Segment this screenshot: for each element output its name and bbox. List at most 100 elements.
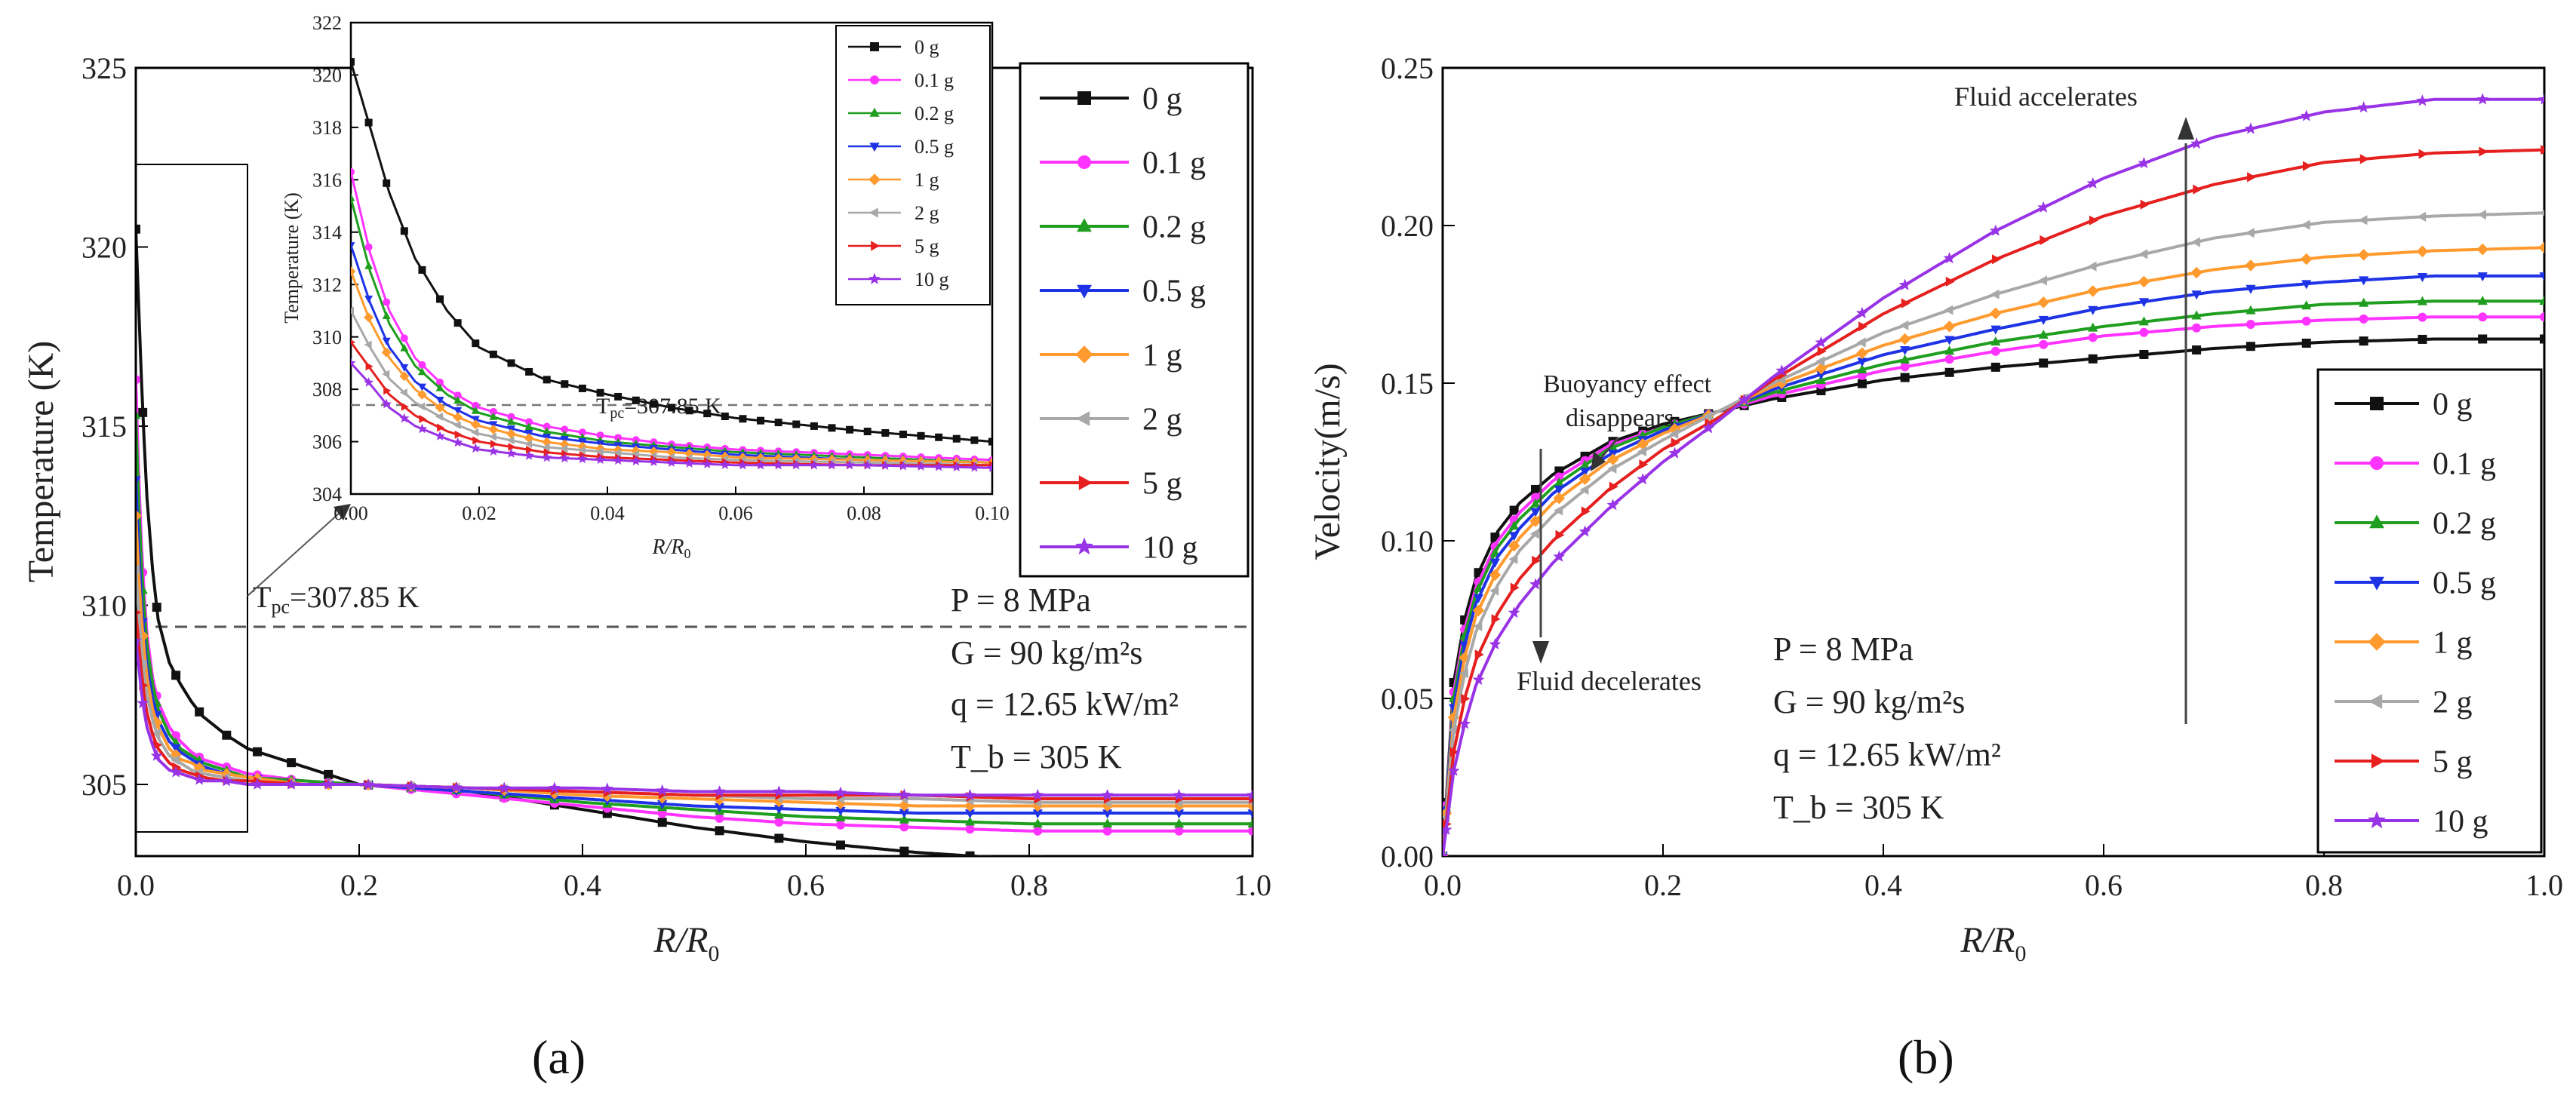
panel-a-inset-data-point — [648, 456, 659, 466]
panel-a-data-point — [171, 744, 181, 754]
panel-b-data-point — [1639, 459, 1649, 470]
panel-b-data-point — [1990, 336, 2001, 346]
panel-a-inset-data-point — [472, 401, 480, 410]
panel-a-data-point — [1103, 858, 1112, 867]
panel-a-temperature-chart: 305 310 315 320 325 0.0 0.2 0.4 0.6 0.8 1.0 Tpc=3… — [21, 12, 1271, 966]
panel-b-data-point — [1944, 336, 1955, 345]
panel-b-data-point — [1990, 346, 2000, 356]
panel-b-legend-label: 0.1 g — [2433, 447, 2496, 482]
panel-b-data-point — [1447, 764, 1460, 776]
panel-b-ytick-label: 0.25 — [1381, 51, 1434, 85]
panel-a-inset-data-point — [471, 406, 480, 414]
panel-b-data-point — [1898, 333, 1911, 345]
panel-b-legend-marker — [2370, 456, 2384, 470]
panel-a-inset-data-point — [899, 430, 907, 438]
panel-a-data-point — [601, 782, 613, 794]
panel-b-data-point — [2357, 249, 2370, 261]
panel-a-inset-data-point — [613, 455, 623, 465]
panel-a-inset-xtick-label: 0.06 — [718, 502, 753, 524]
panel-a-data-point — [1247, 818, 1253, 828]
panel-a-zoom-arrowhead — [334, 504, 351, 520]
panel-a-inset-data-point — [351, 306, 354, 315]
panel-b-data-point — [1944, 354, 1954, 364]
panel-b-data-point — [2246, 342, 2255, 351]
panel-b-legend-marker — [2368, 633, 2386, 651]
panel-b-data-point — [1817, 346, 1827, 357]
panel-a-inset-data-point — [703, 410, 712, 418]
panel-a-data-point — [138, 407, 148, 417]
panel-a-inset-data-point — [828, 424, 836, 432]
panel-a-inset-x-label: R/R0 — [652, 536, 691, 561]
panel-a-inset-series-group — [351, 58, 992, 472]
panel-b-data-point — [1473, 621, 1483, 631]
panel-a-series-line — [136, 640, 1253, 797]
panel-b-data-point — [1580, 459, 1591, 469]
panel-a-data-point — [170, 755, 180, 766]
panel-a-inset-data-point — [561, 450, 570, 459]
panel-b-data-point — [2417, 296, 2427, 305]
panel-a-inset-data-point — [613, 449, 622, 458]
panel-b-data-point — [1554, 477, 1564, 486]
panel-b-data-point — [2038, 275, 2047, 286]
panel-b-legend-label: 0 g — [2433, 388, 2473, 422]
panel-a-inset-data-point — [436, 378, 444, 386]
panel-a-inset-xtick-label: 0.00 — [334, 502, 368, 524]
panel-b-data-point — [2301, 219, 2310, 230]
panel-a-legend-marker — [1076, 411, 1090, 426]
panel-a-ytick-label: 305 — [81, 768, 127, 802]
panel-a-inset-data-point — [453, 437, 463, 447]
panel-a-inset-ytick-label: 306 — [312, 431, 342, 453]
panel-a-data-point — [899, 822, 909, 832]
panel-a-inset-data-point — [614, 434, 622, 442]
panel-b-data-point — [1510, 582, 1520, 593]
panel-a-inset-data-point — [364, 340, 372, 349]
panel-a-inset-ytick-label: 316 — [312, 169, 342, 191]
panel-b-legend-frame — [2316, 368, 2543, 854]
panel-a-inset-data-point — [453, 391, 462, 400]
panel-a-inset-data-point — [435, 402, 445, 413]
panel-a-data-point — [1175, 860, 1184, 869]
panel-b-data-point — [1578, 525, 1591, 537]
panel-b-data-point — [1529, 529, 1539, 539]
panel-b-data-point — [2089, 215, 2098, 226]
panel-b-data-point — [1443, 849, 1449, 856]
panel-b-data-point — [1529, 578, 1542, 590]
panel-a-x-axis: 0.0 0.2 0.4 0.6 0.8 1.0 — [117, 844, 1271, 902]
panel-b-data-point — [2478, 334, 2488, 344]
panel-a-data-point — [715, 813, 724, 823]
panel-a-data-point — [253, 747, 263, 757]
panel-a-zoom-box — [135, 164, 248, 833]
panel-a-inset-data-point — [862, 459, 873, 470]
panel-a-inset-data-point — [524, 422, 533, 431]
panel-b-caption: (b) — [1898, 1030, 1954, 1084]
panel-a-data-point — [1247, 809, 1253, 819]
panel-a-inset-data-point — [578, 384, 586, 392]
panel-b-data-point — [1459, 717, 1471, 729]
panel-b-condition-tb: T_b = 305 K — [1773, 789, 1944, 826]
panel-a-data-point — [657, 818, 667, 827]
panel-a-inset-data-point — [666, 457, 677, 467]
panel-a-legend-label: 0.1 g — [1142, 146, 1206, 181]
panel-b-decel-arrowhead — [1532, 641, 1549, 664]
panel-a-condition-g: G = 90 kg/m²s — [951, 634, 1142, 671]
panel-a-data-point — [964, 788, 976, 800]
panel-b-data-point — [2088, 333, 2098, 342]
panel-b-data-point — [1815, 336, 1827, 348]
panel-a-legend-marker — [1077, 284, 1092, 299]
panel-b-xtick-label: 0.2 — [1644, 868, 1682, 902]
panel-b-data-point — [1509, 520, 1520, 530]
panel-b-data-point — [1815, 370, 1827, 380]
panel-a-data-point — [324, 769, 334, 779]
panel-a-inset-data-point — [435, 431, 445, 440]
panel-b-data-point — [2246, 305, 2256, 315]
panel-b-annotation-accelerates: Fluid accelerates — [1954, 81, 2138, 112]
panel-b-data-point — [1608, 442, 1618, 451]
panel-a-inset-data-point — [987, 462, 992, 472]
panel-b-data-point — [1532, 555, 1542, 566]
panel-a-inset-data-point — [453, 421, 461, 430]
panel-a-inset-data-point — [364, 261, 373, 269]
panel-a-inset-data-point — [382, 370, 390, 379]
panel-b-data-point — [2540, 334, 2544, 344]
panel-a-inset-data-point — [577, 453, 588, 464]
panel-a-inset-data-point — [702, 459, 712, 468]
